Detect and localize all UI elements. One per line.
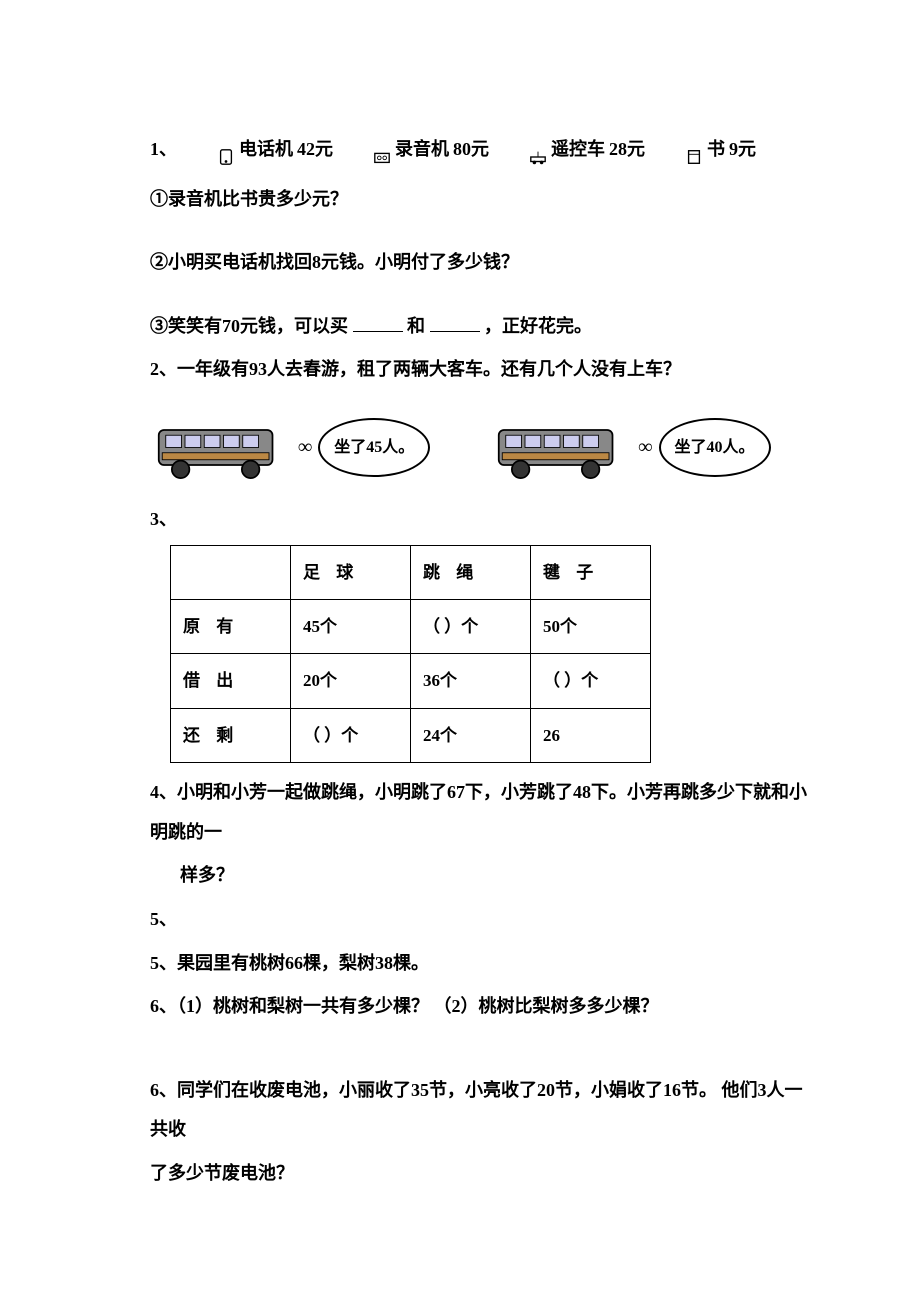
cell-r1c3: 50个 [531, 599, 651, 653]
item-recorder-price: 80元 [453, 130, 489, 170]
bus2-speech: 坐了40人。 [659, 418, 771, 477]
item-recorder: 录音机 80元 [373, 130, 489, 170]
table-row: 还 剩 （ ）个 24个 26 [171, 708, 651, 762]
speech-tail-1: ∞ [298, 425, 308, 469]
header-shuttle: 毽 子 [531, 545, 651, 599]
q1-sub1: ①录音机比书贵多少元？ [150, 180, 810, 220]
cell-r2c0: 借 出 [171, 654, 291, 708]
recorder-icon [373, 141, 391, 159]
item-book: 书 9元 [685, 130, 756, 170]
rc-car-icon [529, 141, 547, 159]
blank-1[interactable] [353, 314, 403, 332]
table-row: 原 有 45个 （ ）个 50个 [171, 599, 651, 653]
item-rccar: 遥控车 28元 [529, 130, 645, 170]
header-rope: 跳 绳 [411, 545, 531, 599]
q6b-line2: 了多少节废电池？ [150, 1154, 810, 1194]
q3-label: 3、 [150, 500, 177, 540]
header-blank [171, 545, 291, 599]
table-row: 借 出 20个 36个 （ ）个 [171, 654, 651, 708]
q6b-line1: 6、同学们在收废电池，小丽收了35节，小亮收了20节，小娟收了16节。 他们3人… [150, 1071, 810, 1150]
item-phone: 电话机 42元 [217, 130, 333, 170]
q6a-text: 6、（1）桃树和梨树一共有多少棵？ （2）桃树比梨树多多少棵？ [150, 987, 810, 1027]
blank-2[interactable] [430, 314, 480, 332]
book-icon [685, 141, 703, 159]
cell-r3c2: 24个 [411, 708, 531, 762]
bus-group-1: ∞ 坐了45人。 [150, 410, 430, 485]
q5-label: 5、 [150, 900, 810, 940]
q4-line2: 样多？ [150, 856, 810, 896]
cell-r1c1: 45个 [291, 599, 411, 653]
header-football: 足 球 [291, 545, 411, 599]
item-recorder-name: 录音机 [395, 130, 449, 170]
bus1-speech: 坐了45人。 [318, 418, 430, 477]
cell-r1c2[interactable]: （ ）个 [411, 599, 531, 653]
cell-r2c2: 36个 [411, 654, 531, 708]
cell-r3c3: 26 [531, 708, 651, 762]
cell-r3c1[interactable]: （ ）个 [291, 708, 411, 762]
cell-r1c0: 原 有 [171, 599, 291, 653]
bus-icon-1 [150, 410, 290, 485]
q1-sub3-pre: ③笑笑有70元钱，可以买 [150, 316, 348, 336]
speech-tail-2: ∞ [638, 425, 648, 469]
cell-r2c1: 20个 [291, 654, 411, 708]
item-book-price: 9元 [729, 130, 756, 170]
item-rccar-price: 28元 [609, 130, 645, 170]
table-header-row: 足 球 跳 绳 毽 子 [171, 545, 651, 599]
item-phone-name: 电话机 [239, 130, 293, 170]
cell-r2c3[interactable]: （ ）个 [531, 654, 651, 708]
q1-sub3-mid: 和 [407, 316, 425, 336]
bus-section: ∞ 坐了45人。 ∞ 坐了40人。 [150, 410, 810, 485]
q1-number: 1、 [150, 130, 177, 170]
bus-group-2: ∞ 坐了40人。 [490, 410, 770, 485]
item-book-name: 书 [707, 130, 725, 170]
q1-items: 1、 电话机 42元 录音机 80元 遥控车 28元 书 9元 [150, 130, 810, 170]
q1-sub3: ③笑笑有70元钱，可以买 和 ，正好花完。 [150, 307, 810, 347]
q2-text: 2、一年级有93人去春游，租了两辆大客车。还有几个人没有上车？ [150, 350, 810, 390]
item-rccar-name: 遥控车 [551, 130, 605, 170]
q3-section: 3、 [150, 505, 810, 540]
q1-sub2: ②小明买电话机找回8元钱。小明付了多少钱？ [150, 243, 810, 283]
q5-text: 5、果园里有桃树66棵，梨树38棵。 [150, 944, 810, 984]
cell-r3c0: 还 剩 [171, 708, 291, 762]
q4-line1: 4、小明和小芳一起做跳绳，小明跳了67下，小芳跳了48下。小芳再跳多少下就和小明… [150, 773, 810, 852]
phone-icon [217, 141, 235, 159]
q1-sub3-post: ，正好花完。 [484, 316, 592, 336]
bus-icon-2 [490, 410, 630, 485]
item-phone-price: 42元 [297, 130, 333, 170]
q3-table: 足 球 跳 绳 毽 子 原 有 45个 （ ）个 50个 借 出 20个 36个… [170, 545, 651, 764]
